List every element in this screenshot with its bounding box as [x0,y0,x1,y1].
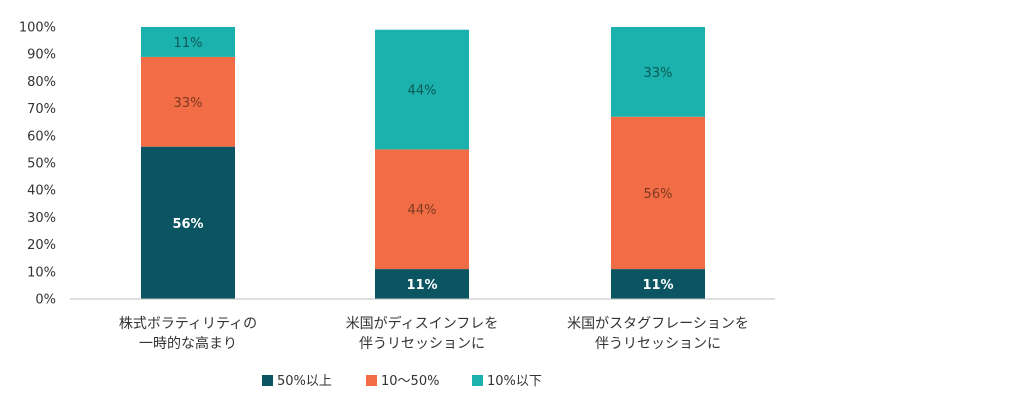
legend-label: 10～50% [381,374,439,389]
bar-value-label: 33% [174,96,203,111]
x-category-label: 一時的な高まり [139,335,237,352]
bar-value-label: 11% [406,278,437,293]
x-category-label: 伴うリセッションに [359,336,485,352]
y-tick-label: 100% [19,21,56,36]
bar-segment [141,146,235,299]
bar-value-label: 33% [644,66,673,81]
bar-value-label: 44% [408,84,437,99]
y-tick-label: 20% [27,238,56,253]
y-tick-label: 70% [27,102,56,117]
x-category-label: 株式ボラティリティの [119,316,257,332]
y-tick-label: 60% [27,129,56,144]
y-tick-label: 10% [27,265,56,280]
y-tick-label: 30% [27,211,56,226]
bar-segment [141,56,235,147]
bar-value-label: 56% [172,217,203,232]
bar-segment [611,269,705,299]
bar-segment [611,116,705,270]
bar-segment [375,149,469,270]
legend-swatch [262,375,273,386]
y-tick-label: 80% [27,75,56,90]
legend-label: 10%以下 [487,374,542,389]
legend-label: 50%以上 [277,374,332,389]
legend-swatch [472,375,483,386]
bar-segment [141,27,235,57]
bar-value-label: 11% [174,36,203,51]
bar-value-label: 44% [408,203,437,218]
legend-swatch [366,375,377,386]
x-category-label: 米国がスタグフレーションを [567,316,749,332]
x-category-label: 伴うリセッションに [595,336,721,352]
bar-segment [611,27,705,117]
bar-segment [375,269,469,299]
bar-value-label: 11% [642,278,673,293]
bar-segment [375,29,469,150]
y-tick-label: 40% [27,184,56,199]
x-category-label: 米国がディスインフレを [346,315,499,332]
y-tick-label: 0% [35,293,56,308]
y-tick-label: 50% [27,157,56,172]
bar-value-label: 56% [644,187,673,202]
y-tick-label: 90% [27,48,56,63]
